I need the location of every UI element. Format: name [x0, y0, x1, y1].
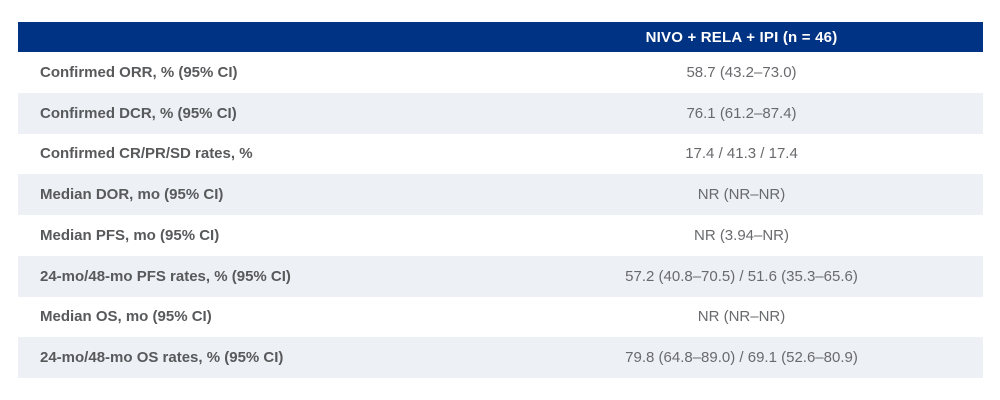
- row-value-pfs-rates: 57.2 (40.8–70.5) / 51.6 (35.3–65.6): [625, 267, 858, 285]
- row-value-median-pfs: NR (3.94–NR): [693, 226, 790, 244]
- row-label-median-pfs: Median PFS, mo (95% CI): [40, 226, 220, 244]
- row-value-median-dor: NR (NR–NR): [697, 186, 786, 204]
- column-header-nivo-rela-ipi: NIVO + RELA + IPI (n = 46): [645, 28, 838, 46]
- table-row: Confirmed ORR, % (95% CI) 58.7 (43.2–73.…: [18, 52, 983, 93]
- row-label-confirmed-dcr: Confirmed DCR, % (95% CI): [40, 104, 237, 122]
- table-row: Median OS, mo (95% CI) NR (NR–NR): [18, 297, 983, 338]
- table-row: Median PFS, mo (95% CI) NR (3.94–NR): [18, 215, 983, 256]
- table-row: Confirmed DCR, % (95% CI) 76.1 (61.2–87.…: [18, 92, 983, 134]
- row-value-confirmed-orr: 58.7 (43.2–73.0): [686, 63, 797, 81]
- table-row: Confirmed CR/PR/SD rates, % 17.4 / 41.3 …: [18, 134, 983, 175]
- row-label-median-dor: Median DOR, mo (95% CI): [40, 186, 224, 204]
- table-row: Median DOR, mo (95% CI) NR (NR–NR): [18, 174, 983, 215]
- results-table: NIVO + RELA + IPI (n = 46) Confirmed ORR…: [18, 22, 983, 378]
- row-value-os-rates: 79.8 (64.8–89.0) / 69.1 (52.6–80.9): [625, 349, 858, 367]
- header-empty-cell: [18, 22, 500, 52]
- row-value-median-os: NR (NR–NR): [697, 308, 786, 326]
- table-row: 24-mo/48-mo PFS rates, % (95% CI) 57.2 (…: [18, 255, 983, 297]
- row-label-confirmed-orr: Confirmed ORR, % (95% CI): [40, 63, 238, 81]
- table-header-row: NIVO + RELA + IPI (n = 46): [18, 22, 983, 52]
- row-value-confirmed-dcr: 76.1 (61.2–87.4): [686, 104, 797, 122]
- table-row: 24-mo/48-mo OS rates, % (95% CI) 79.8 (6…: [18, 337, 983, 378]
- row-label-median-os: Median OS, mo (95% CI): [40, 308, 212, 326]
- row-label-pfs-rates: 24-mo/48-mo PFS rates, % (95% CI): [40, 267, 291, 285]
- row-label-cr-pr-sd-rates: Confirmed CR/PR/SD rates, %: [40, 145, 253, 163]
- row-value-cr-pr-sd-rates: 17.4 / 41.3 / 17.4: [685, 145, 798, 163]
- row-label-os-rates: 24-mo/48-mo OS rates, % (95% CI): [40, 349, 284, 367]
